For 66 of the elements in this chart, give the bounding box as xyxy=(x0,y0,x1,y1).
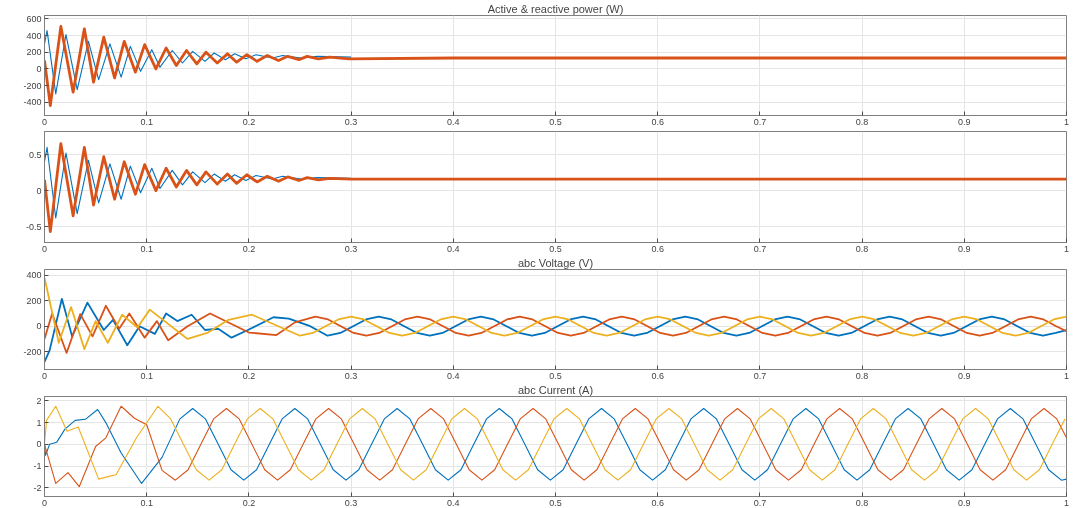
x-tick-label: 1 xyxy=(1064,243,1070,254)
y-tick-label: 2 xyxy=(36,395,42,406)
x-tick-label: 0.5 xyxy=(549,243,562,254)
x-tick-label: 0.4 xyxy=(447,497,460,508)
x-tick-label: 0.2 xyxy=(242,243,256,254)
y-tick-label: -1 xyxy=(33,461,42,472)
x-tick-label: 0.6 xyxy=(651,497,664,508)
x-tick-label: 0.4 xyxy=(447,116,460,127)
y-tick-label: 0 xyxy=(36,63,42,74)
x-tick-label: 0.1 xyxy=(140,116,153,127)
y-tick-label: 1 xyxy=(36,417,42,428)
line-series xyxy=(44,142,1067,234)
x-tick-label: 0.2 xyxy=(242,370,256,381)
x-tick-label: 0.7 xyxy=(753,243,767,254)
x-tick-label: 0.7 xyxy=(753,370,767,381)
x-tick-label: 0.7 xyxy=(753,116,767,127)
x-tick-label: 0.5 xyxy=(549,497,562,508)
y-tick-label: -400 xyxy=(23,97,42,108)
line-series xyxy=(44,29,352,95)
x-tick-label: 0.3 xyxy=(344,370,358,381)
x-tick-label: 0.3 xyxy=(344,243,358,254)
y-tick-label: 0 xyxy=(36,185,42,196)
y-tick-label: -200 xyxy=(23,80,42,91)
y-tick-label: 600 xyxy=(26,13,42,24)
x-tick-label: 0.5 xyxy=(549,116,562,127)
x-tick-label: 0.8 xyxy=(855,243,869,254)
x-tick-label: 1 xyxy=(1064,370,1070,381)
y-tick-label: 0.5 xyxy=(28,149,42,160)
x-tick-label: 0.9 xyxy=(958,116,971,127)
line-series xyxy=(44,304,1067,354)
x-tick-label: 0.4 xyxy=(447,370,460,381)
x-tick-label: 0.8 xyxy=(855,370,869,381)
x-tick-label: 0.1 xyxy=(140,243,153,254)
x-tick-label: 0.6 xyxy=(651,243,664,254)
y-tick-label: 0 xyxy=(36,439,42,450)
chart-title: Active & reactive power (W) xyxy=(487,3,624,15)
x-tick-label: 0.4 xyxy=(447,243,460,254)
y-tick-label: 400 xyxy=(26,270,42,281)
y-tick-label: -0.5 xyxy=(25,221,42,232)
x-tick-label: 0.2 xyxy=(242,116,256,127)
x-tick-label: 0.8 xyxy=(855,116,869,127)
x-tick-label: 0.9 xyxy=(958,370,971,381)
y-tick-label: 200 xyxy=(26,47,42,58)
x-tick-label: 0.7 xyxy=(753,497,767,508)
line-series xyxy=(44,297,1067,363)
x-tick-label: 0.8 xyxy=(855,497,869,508)
x-tick-label: 0.6 xyxy=(651,116,664,127)
x-tick-label: 0.1 xyxy=(140,370,153,381)
y-tick-label: 200 xyxy=(26,295,42,306)
x-tick-label: 0.9 xyxy=(958,497,971,508)
y-tick-label: 400 xyxy=(26,30,42,41)
chart-title: abc Voltage (V) xyxy=(517,257,594,269)
x-tick-label: 0.2 xyxy=(242,497,256,508)
chart-title: abc Current (A) xyxy=(517,384,594,396)
y-tick-label: 0 xyxy=(36,321,42,332)
x-tick-label: 0.6 xyxy=(651,370,664,381)
y-tick-label: -2 xyxy=(33,482,42,493)
line-series xyxy=(44,24,1067,107)
x-tick-label: 0.9 xyxy=(958,243,971,254)
x-tick-label: 1 xyxy=(1064,497,1070,508)
x-tick-label: 0.5 xyxy=(549,370,562,381)
x-tick-label: 0.3 xyxy=(344,497,358,508)
y-tick-label: -200 xyxy=(23,346,42,357)
x-tick-label: 0.1 xyxy=(140,497,153,508)
x-tick-label: 0.3 xyxy=(344,116,358,127)
x-tick-label: 1 xyxy=(1064,116,1070,127)
